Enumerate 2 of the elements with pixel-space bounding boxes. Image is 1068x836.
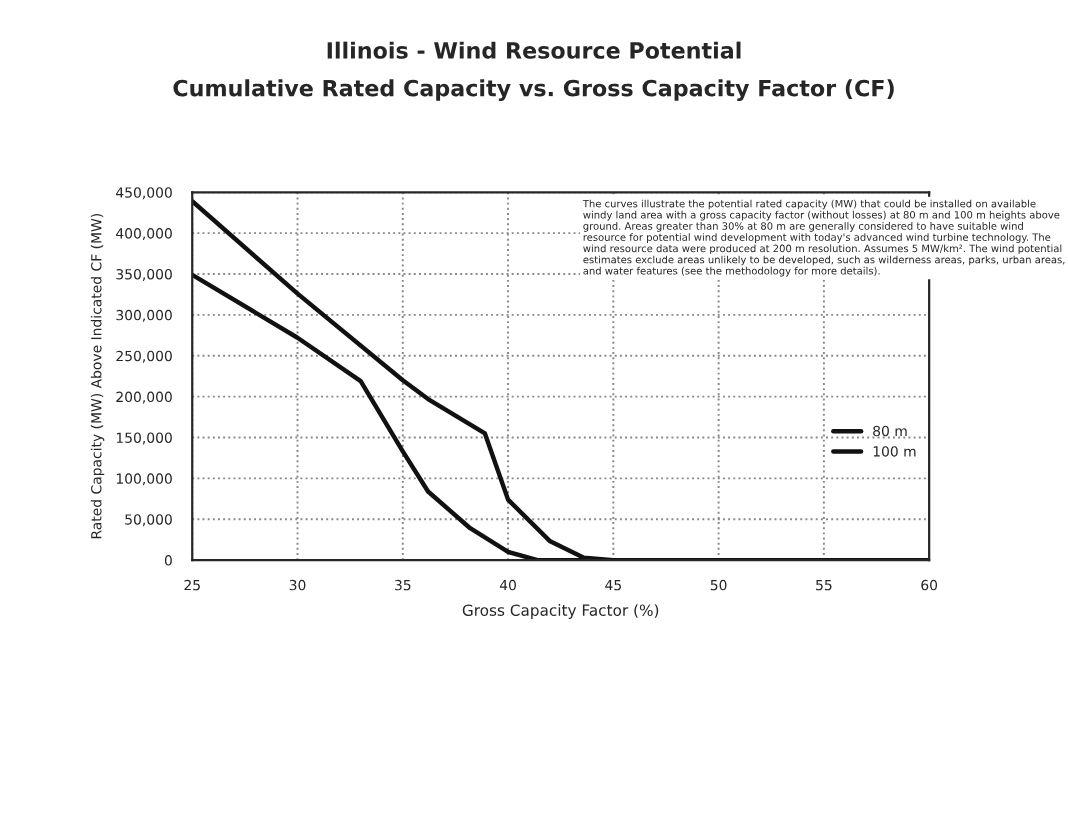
- chart-subtitle: Cumulative Rated Capacity vs. Gross Capacity Factor (CF): [173, 79, 894, 101]
- chart-title: Illinois - Wind Resource Potential: [327, 41, 741, 59]
